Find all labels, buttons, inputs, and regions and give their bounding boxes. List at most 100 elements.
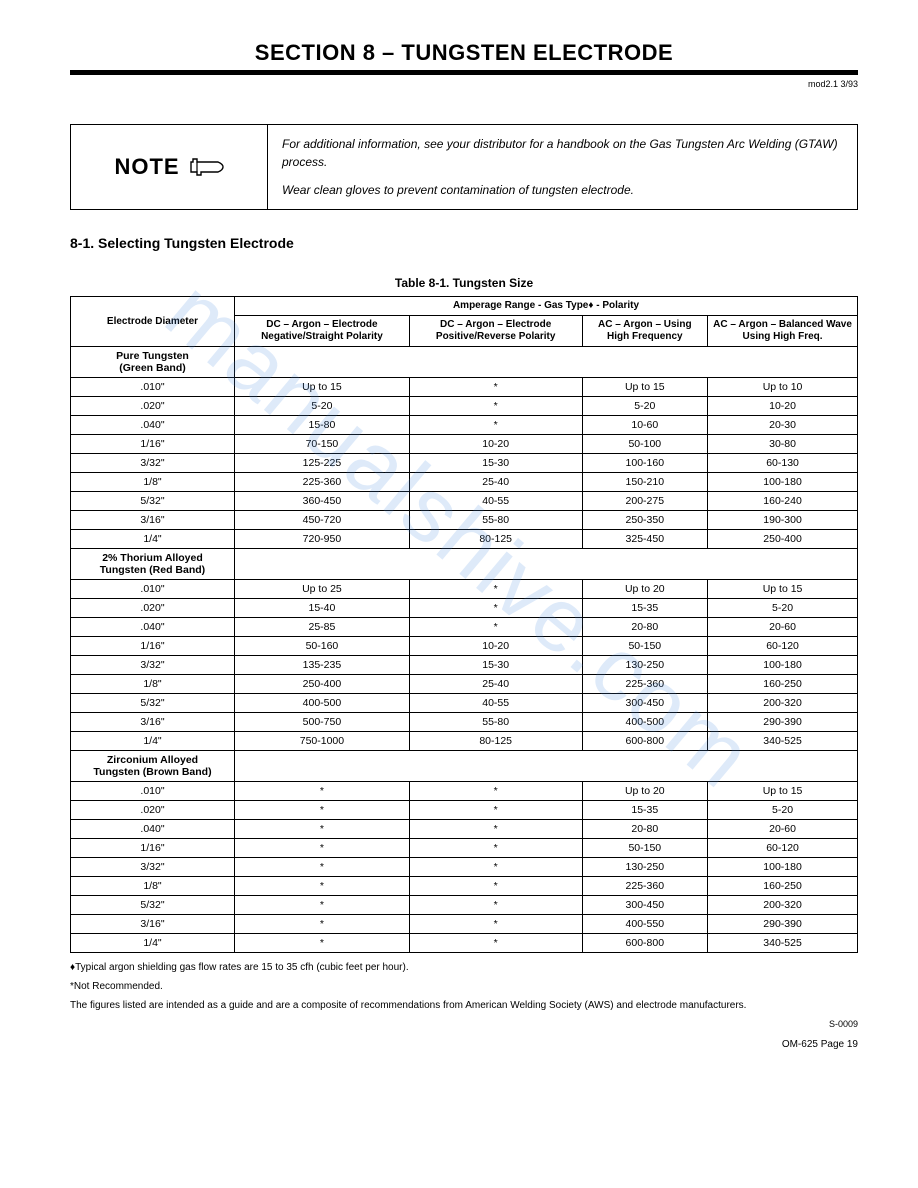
col-header-4: AC – Argon – Balanced Wave Using High Fr… [708, 316, 858, 347]
note-box: NOTE For additional information, see you… [70, 124, 858, 210]
table-cell: 15-35 [582, 801, 708, 820]
table-cell: 10-20 [708, 397, 858, 416]
table-cell: 400-500 [235, 694, 410, 713]
table-cell: 25-85 [235, 618, 410, 637]
table-cell: * [409, 580, 582, 599]
table-cell: * [235, 858, 410, 877]
table-cell: * [409, 839, 582, 858]
group-label: 2% Thorium AlloyedTungsten (Red Band) [71, 549, 235, 580]
table-cell: 50-160 [235, 637, 410, 656]
table-cell: 1/4" [71, 732, 235, 751]
col-header-diameter: Electrode Diameter [71, 297, 235, 347]
table-cell: 100-180 [708, 858, 858, 877]
table-cell: 1/16" [71, 637, 235, 656]
note-text: For additional information, see your dis… [268, 125, 857, 209]
table-cell: 10-60 [582, 416, 708, 435]
table-cell: * [409, 877, 582, 896]
table-cell: 55-80 [409, 511, 582, 530]
table-cell: 3/32" [71, 454, 235, 473]
title-rule [70, 70, 858, 75]
table-cell: 50-150 [582, 839, 708, 858]
table-cell: 600-800 [582, 934, 708, 953]
table-cell: 15-30 [409, 656, 582, 675]
group-label: Pure Tungsten(Green Band) [71, 347, 235, 378]
table-cell: 15-35 [582, 599, 708, 618]
note-line-1: For additional information, see your dis… [282, 135, 843, 171]
table-cell: 250-400 [708, 530, 858, 549]
table-cell: 20-30 [708, 416, 858, 435]
table-cell: 400-550 [582, 915, 708, 934]
table-cell: .010" [71, 378, 235, 397]
table-cell: 30-80 [708, 435, 858, 454]
table-cell: * [409, 858, 582, 877]
table-cell: Up to 25 [235, 580, 410, 599]
table-cell: 290-390 [708, 915, 858, 934]
table-cell: 290-390 [708, 713, 858, 732]
table-cell: * [235, 934, 410, 953]
table-cell: 20-80 [582, 820, 708, 839]
table-cell: 5-20 [582, 397, 708, 416]
group-blank [235, 347, 858, 378]
table-cell: 20-60 [708, 618, 858, 637]
table-cell: * [235, 782, 410, 801]
table-cell: 750-1000 [235, 732, 410, 751]
revision-note: mod2.1 3/93 [70, 79, 858, 89]
page-footer: OM-625 Page 19 [70, 1039, 858, 1050]
table-cell: 400-500 [582, 713, 708, 732]
table-cell: 10-20 [409, 637, 582, 656]
table-cell: * [235, 820, 410, 839]
table-cell: 135-235 [235, 656, 410, 675]
table-cell: .010" [71, 782, 235, 801]
table-cell: 300-450 [582, 896, 708, 915]
table-cell: 160-250 [708, 877, 858, 896]
table-cell: 60-120 [708, 637, 858, 656]
table-cell: * [409, 820, 582, 839]
table-cell: 3/16" [71, 915, 235, 934]
table-cell: 80-125 [409, 732, 582, 751]
table-cell: 25-40 [409, 473, 582, 492]
table-cell: 250-350 [582, 511, 708, 530]
table-cell: 100-180 [708, 656, 858, 675]
table-cell: * [409, 782, 582, 801]
table-cell: Up to 15 [708, 782, 858, 801]
table-cell: * [409, 896, 582, 915]
table-cell: 5/32" [71, 896, 235, 915]
table-cell: 70-150 [235, 435, 410, 454]
s-code: S-0009 [70, 1018, 858, 1031]
table-cell: .020" [71, 801, 235, 820]
table-cell: * [235, 801, 410, 820]
table-cell: 450-720 [235, 511, 410, 530]
table-cell: 5/32" [71, 492, 235, 511]
table-cell: 720-950 [235, 530, 410, 549]
table-cell: 190-300 [708, 511, 858, 530]
table-cell: 500-750 [235, 713, 410, 732]
table-cell: .040" [71, 820, 235, 839]
group-label: Zirconium AlloyedTungsten (Brown Band) [71, 751, 235, 782]
pointing-hand-icon [190, 156, 224, 178]
table-cell: .040" [71, 618, 235, 637]
table-cell: 10-20 [409, 435, 582, 454]
group-blank [235, 751, 858, 782]
group-blank [235, 549, 858, 580]
table-cell: .020" [71, 397, 235, 416]
table-cell: 50-150 [582, 637, 708, 656]
table-cell: 3/32" [71, 656, 235, 675]
table-cell: Up to 20 [582, 580, 708, 599]
table-cell: 340-525 [708, 732, 858, 751]
table-caption: Table 8-1. Tungsten Size [70, 276, 858, 290]
table-cell: 60-120 [708, 839, 858, 858]
table-cell: 20-80 [582, 618, 708, 637]
table-cell: 360-450 [235, 492, 410, 511]
table-cell: 80-125 [409, 530, 582, 549]
table-cell: 160-250 [708, 675, 858, 694]
table-cell: 15-30 [409, 454, 582, 473]
table-cell: Up to 15 [582, 378, 708, 397]
table-cell: 325-450 [582, 530, 708, 549]
table-cell: 40-55 [409, 492, 582, 511]
note-line-2: Wear clean gloves to prevent contaminati… [282, 181, 843, 199]
table-cell: 60-130 [708, 454, 858, 473]
footnote-guide: The figures listed are intended as a gui… [70, 999, 858, 1013]
table-cell: 15-80 [235, 416, 410, 435]
table-cell: 600-800 [582, 732, 708, 751]
table-cell: .010" [71, 580, 235, 599]
